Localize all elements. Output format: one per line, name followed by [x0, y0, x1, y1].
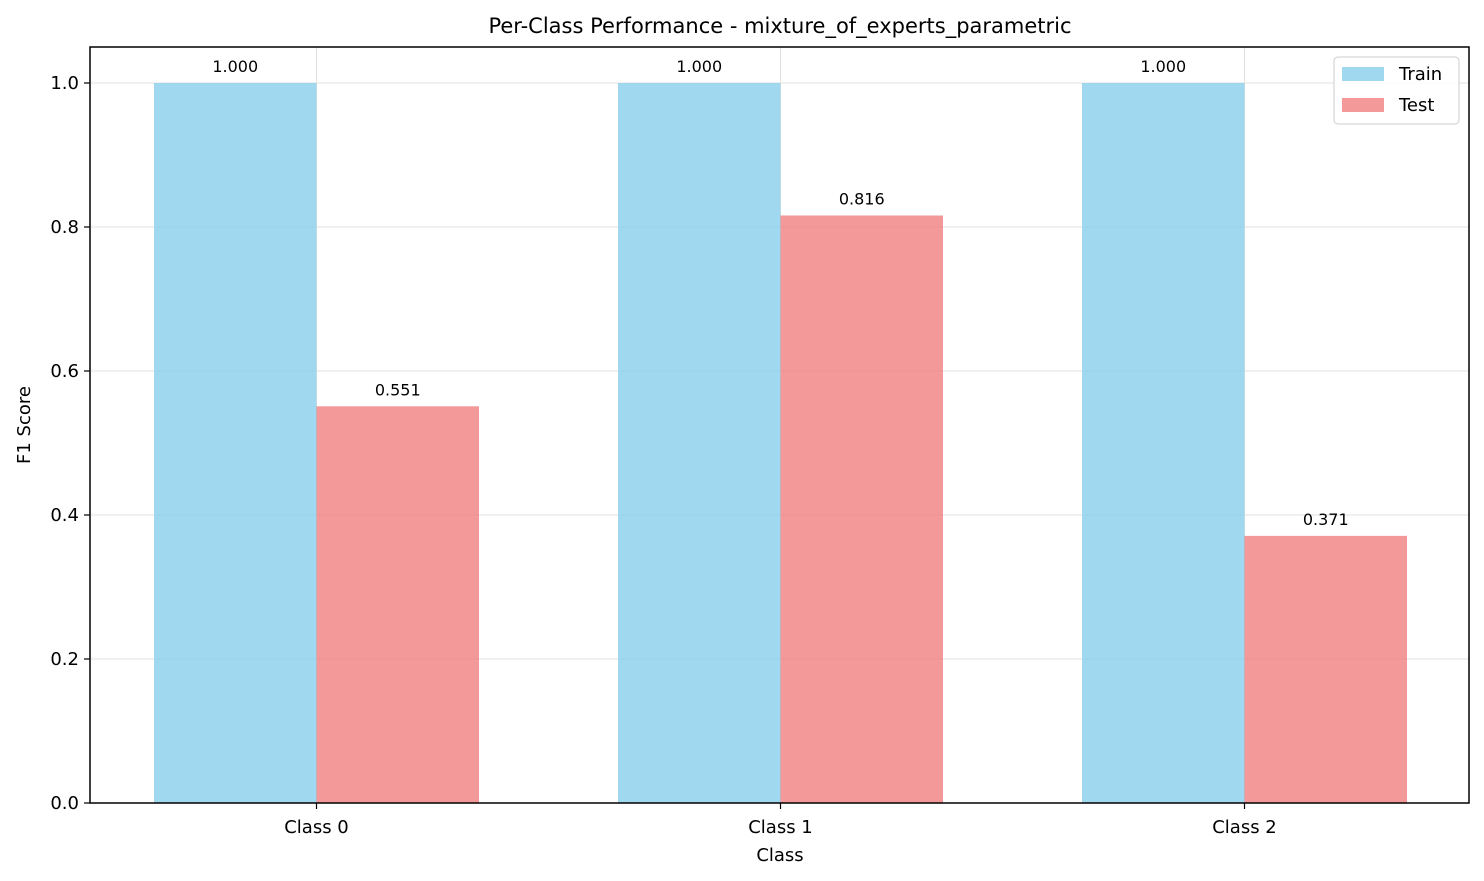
- y-axis-label: F1 Score: [14, 386, 35, 464]
- bar-layer: [154, 83, 1407, 804]
- bar-test-0: [316, 406, 479, 803]
- data-label-layer: 1.000 1.000 1.000 0.551 0.816 0.371: [212, 57, 1348, 529]
- x-tick-label: Class 2: [1212, 817, 1277, 838]
- plot-frame: [89, 46, 1470, 804]
- y-tick-layer: 0.0 0.2 0.4 0.6 0.8 1.0: [50, 73, 90, 814]
- legend: Train Test: [1333, 56, 1460, 125]
- x-tick-layer: Class 0 Class 1 Class 2: [284, 803, 1277, 838]
- data-label: 1.000: [1140, 57, 1186, 76]
- data-label: 0.551: [375, 380, 421, 399]
- bar-test-2: [1244, 535, 1407, 803]
- bar-train-1: [618, 83, 781, 803]
- x-axis-label: Class: [756, 845, 803, 866]
- x-tick-label: Class 1: [748, 817, 813, 838]
- data-label: 1.000: [676, 57, 722, 76]
- y-tick-label: 0.6: [50, 361, 79, 382]
- data-label: 0.371: [1303, 510, 1349, 529]
- bar-train-0: [154, 83, 317, 803]
- y-tick-label: 0.2: [50, 649, 79, 670]
- y-tick-label: 0.8: [50, 217, 79, 238]
- bar-train-2: [1082, 83, 1245, 803]
- y-tick-label: 0.4: [50, 505, 79, 526]
- bar-test-1: [780, 215, 943, 804]
- legend-label-test: Test: [1398, 95, 1434, 116]
- legend-swatch-train: [1342, 67, 1384, 81]
- data-label: 0.816: [839, 189, 885, 208]
- legend-swatch-test: [1342, 98, 1384, 112]
- x-tick-label: Class 0: [284, 817, 349, 838]
- legend-label-train: Train: [1398, 64, 1442, 85]
- data-label: 1.000: [212, 57, 258, 76]
- y-tick-label: 1.0: [50, 73, 79, 94]
- y-tick-label: 0.0: [50, 793, 79, 814]
- chart-title: Per-Class Performance - mixture_of_exper…: [488, 14, 1071, 39]
